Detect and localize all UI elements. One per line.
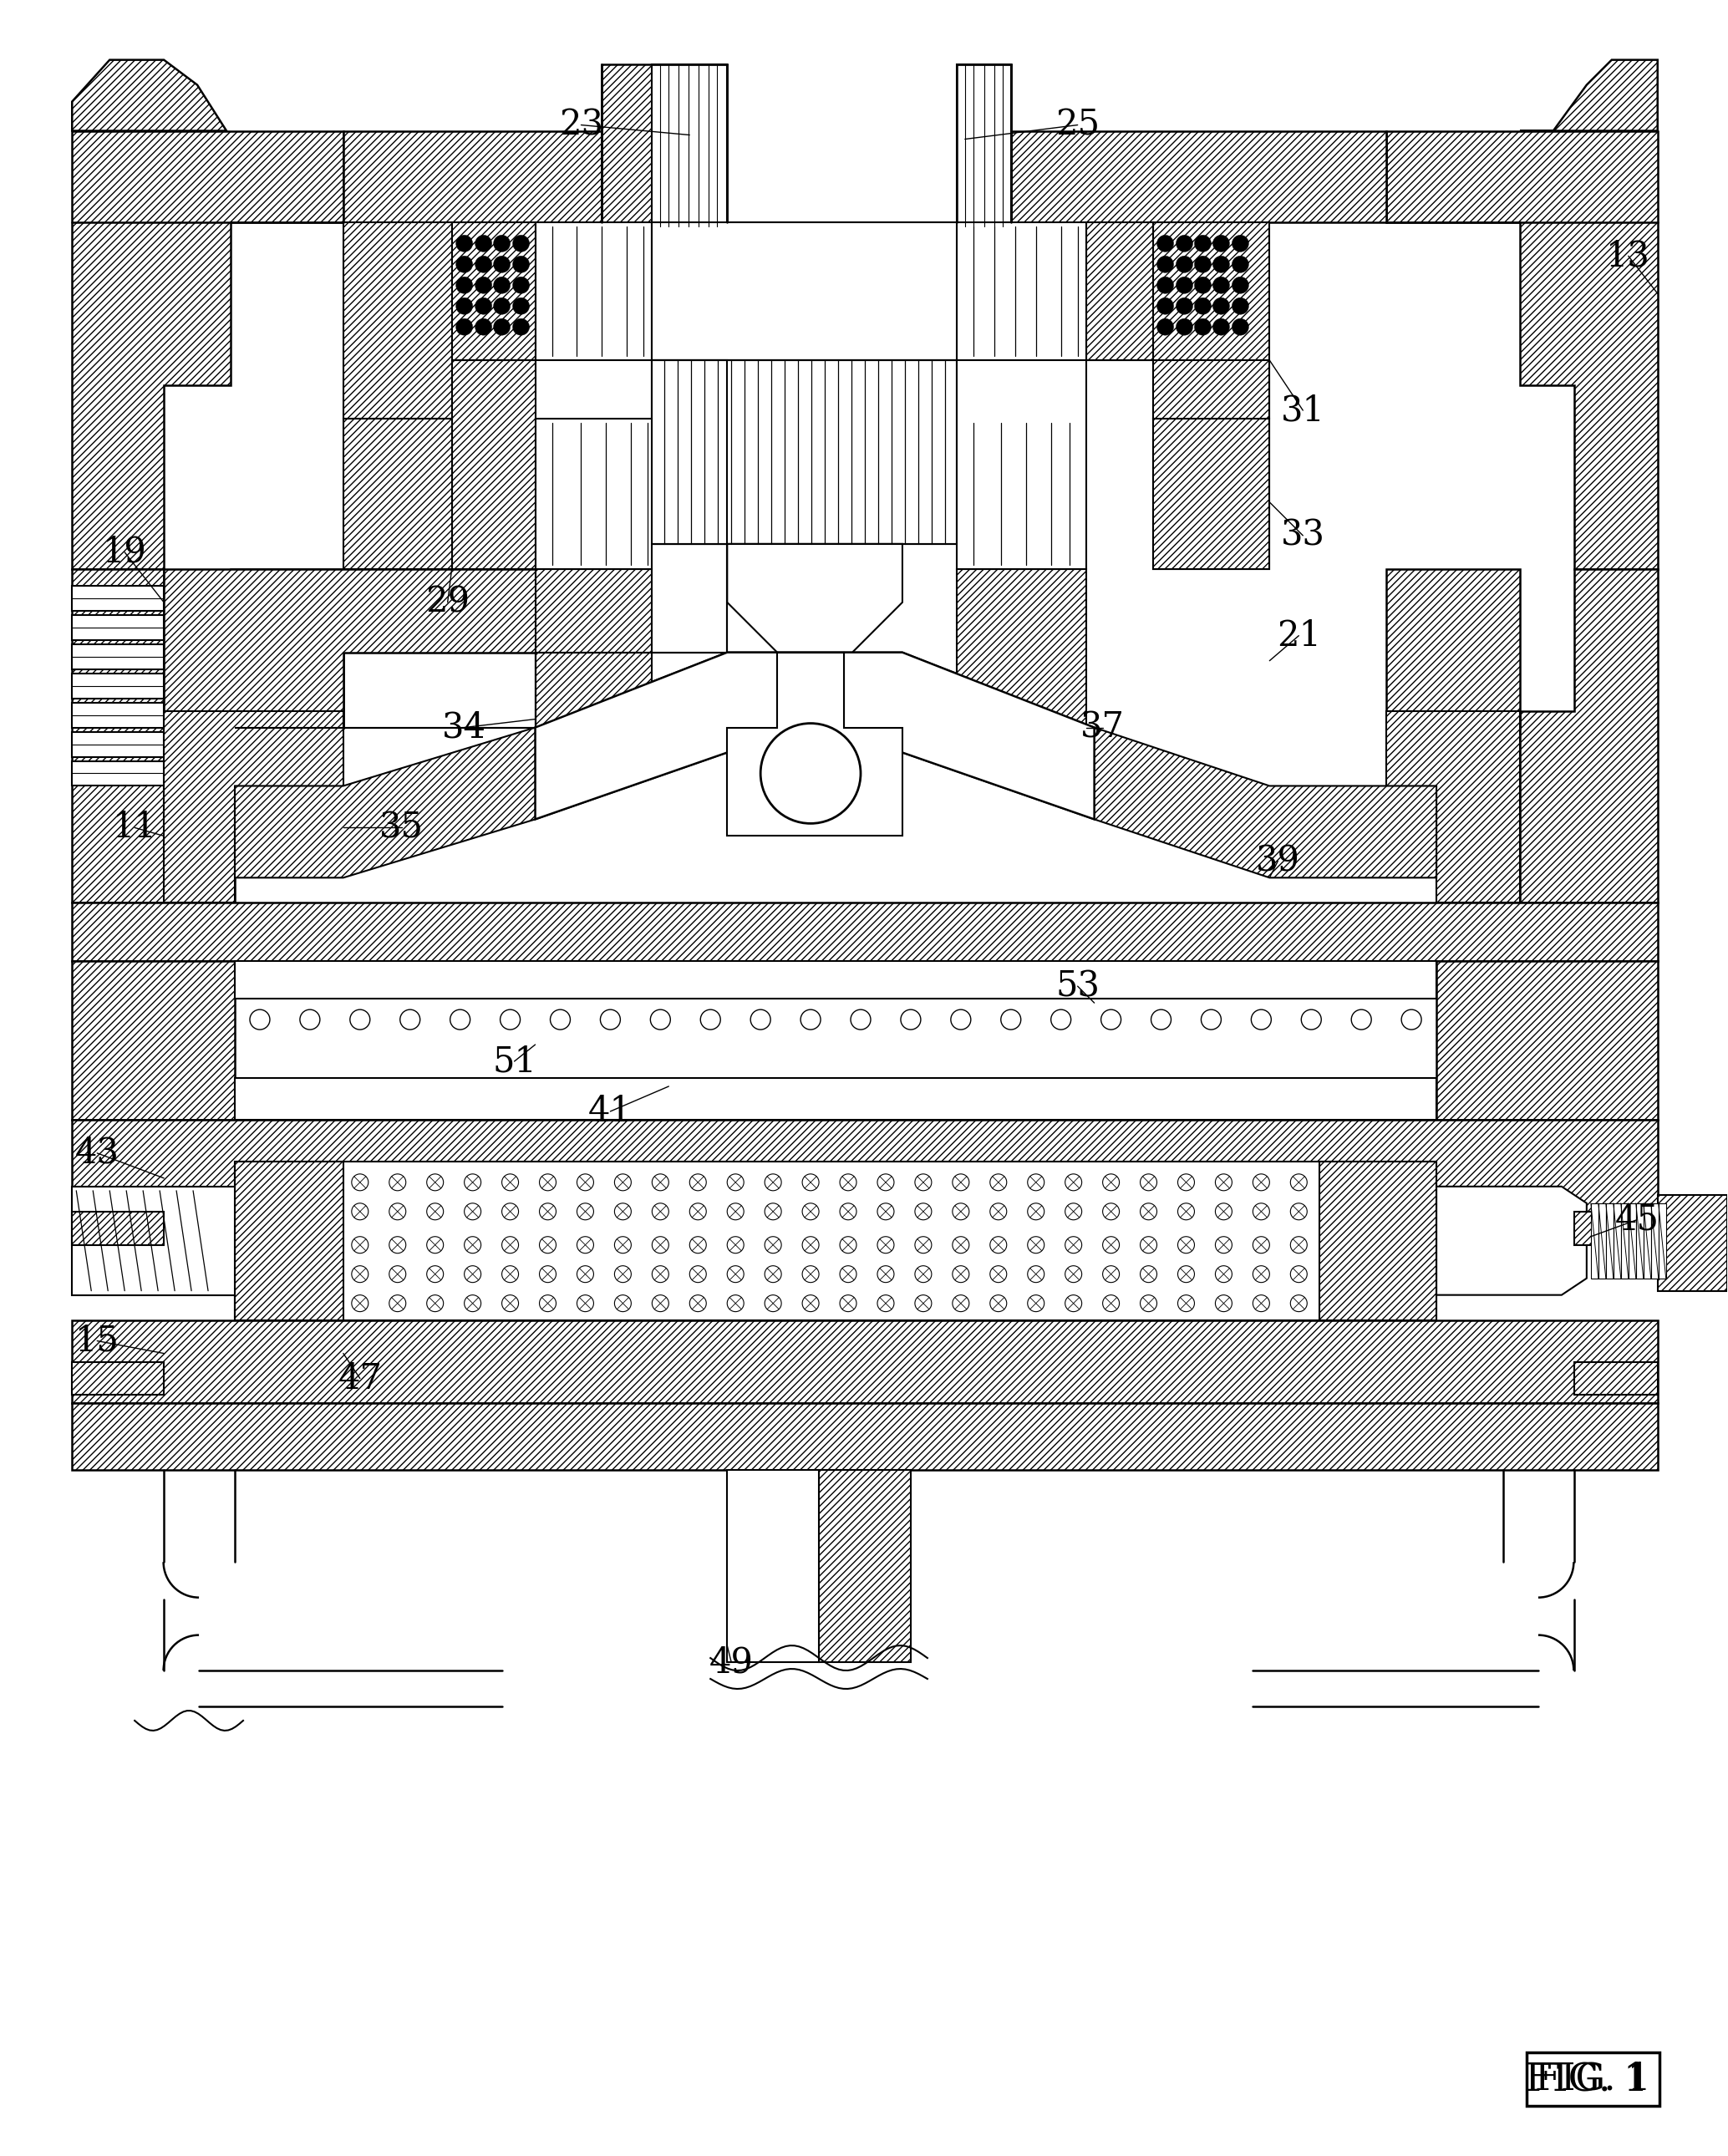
Circle shape: [766, 1266, 781, 1283]
Circle shape: [840, 1238, 857, 1253]
Circle shape: [499, 1009, 520, 1031]
Polygon shape: [727, 653, 902, 837]
Circle shape: [1291, 1175, 1306, 1190]
Circle shape: [802, 1203, 819, 1220]
Circle shape: [539, 1266, 556, 1283]
Polygon shape: [536, 222, 651, 360]
Polygon shape: [957, 222, 1085, 360]
Circle shape: [850, 1009, 871, 1031]
Circle shape: [1140, 1266, 1158, 1283]
Polygon shape: [1085, 222, 1153, 360]
Circle shape: [1001, 1009, 1021, 1031]
Circle shape: [727, 1296, 743, 1311]
Circle shape: [1064, 1238, 1082, 1253]
Circle shape: [1194, 257, 1211, 272]
Circle shape: [802, 1175, 819, 1190]
Polygon shape: [73, 569, 235, 903]
Polygon shape: [1643, 1203, 1650, 1279]
Circle shape: [651, 1296, 669, 1311]
Circle shape: [689, 1296, 707, 1311]
Polygon shape: [73, 962, 235, 1119]
Circle shape: [456, 257, 473, 272]
Circle shape: [1140, 1238, 1158, 1253]
Circle shape: [1102, 1203, 1120, 1220]
Circle shape: [914, 1175, 931, 1190]
Polygon shape: [235, 1162, 344, 1319]
Polygon shape: [73, 586, 164, 610]
Circle shape: [1101, 1009, 1121, 1031]
Text: 23: 23: [558, 108, 603, 142]
Circle shape: [1064, 1296, 1082, 1311]
Text: FIG. 1: FIG. 1: [1524, 2061, 1649, 2098]
Circle shape: [1232, 276, 1249, 293]
Circle shape: [1158, 276, 1173, 293]
Polygon shape: [73, 703, 164, 727]
Circle shape: [1102, 1175, 1120, 1190]
Circle shape: [766, 1175, 781, 1190]
Circle shape: [1178, 1266, 1194, 1283]
Circle shape: [1213, 257, 1230, 272]
Circle shape: [465, 1238, 480, 1253]
Circle shape: [1102, 1238, 1120, 1253]
Polygon shape: [957, 65, 1011, 226]
Text: 43: 43: [74, 1136, 119, 1171]
Polygon shape: [1657, 1194, 1726, 1291]
Text: 45: 45: [1614, 1203, 1659, 1238]
Circle shape: [615, 1203, 631, 1220]
Circle shape: [1177, 298, 1192, 315]
Circle shape: [1178, 1238, 1194, 1253]
Circle shape: [878, 1203, 893, 1220]
Circle shape: [475, 319, 492, 336]
Circle shape: [802, 1238, 819, 1253]
Polygon shape: [1659, 1203, 1666, 1279]
Circle shape: [539, 1238, 556, 1253]
Circle shape: [475, 257, 492, 272]
Circle shape: [615, 1266, 631, 1283]
Polygon shape: [536, 569, 651, 727]
Circle shape: [1177, 235, 1192, 252]
Circle shape: [840, 1175, 857, 1190]
Polygon shape: [73, 1119, 1657, 1212]
Circle shape: [1028, 1175, 1044, 1190]
Circle shape: [427, 1296, 444, 1311]
Text: 49: 49: [708, 1645, 753, 1680]
Circle shape: [389, 1296, 406, 1311]
Polygon shape: [1574, 1212, 1657, 1244]
Circle shape: [727, 1203, 743, 1220]
Text: 33: 33: [1280, 517, 1325, 554]
Polygon shape: [344, 418, 451, 569]
Circle shape: [615, 1238, 631, 1253]
Text: 35: 35: [380, 811, 423, 845]
Polygon shape: [235, 543, 727, 727]
Polygon shape: [235, 962, 1436, 998]
Polygon shape: [73, 903, 1657, 962]
Text: 53: 53: [1056, 968, 1099, 1005]
Text: 31: 31: [1280, 392, 1325, 427]
Circle shape: [1291, 1266, 1306, 1283]
Polygon shape: [73, 761, 164, 787]
Circle shape: [766, 1238, 781, 1253]
Circle shape: [577, 1238, 594, 1253]
Circle shape: [1194, 276, 1211, 293]
Polygon shape: [235, 653, 1436, 877]
Circle shape: [513, 276, 529, 293]
Circle shape: [727, 1266, 743, 1283]
Polygon shape: [1153, 418, 1270, 569]
Polygon shape: [1591, 1203, 1598, 1279]
Circle shape: [465, 1203, 480, 1220]
Polygon shape: [73, 1212, 164, 1244]
Polygon shape: [1386, 569, 1521, 727]
Circle shape: [1215, 1175, 1232, 1190]
Circle shape: [1253, 1296, 1270, 1311]
Circle shape: [750, 1009, 771, 1031]
Circle shape: [950, 1009, 971, 1031]
Circle shape: [1194, 235, 1211, 252]
Polygon shape: [1436, 962, 1657, 1119]
Circle shape: [513, 298, 529, 315]
Polygon shape: [1598, 1203, 1605, 1279]
Circle shape: [914, 1203, 931, 1220]
Circle shape: [1028, 1266, 1044, 1283]
Circle shape: [1291, 1238, 1306, 1253]
Circle shape: [990, 1203, 1007, 1220]
